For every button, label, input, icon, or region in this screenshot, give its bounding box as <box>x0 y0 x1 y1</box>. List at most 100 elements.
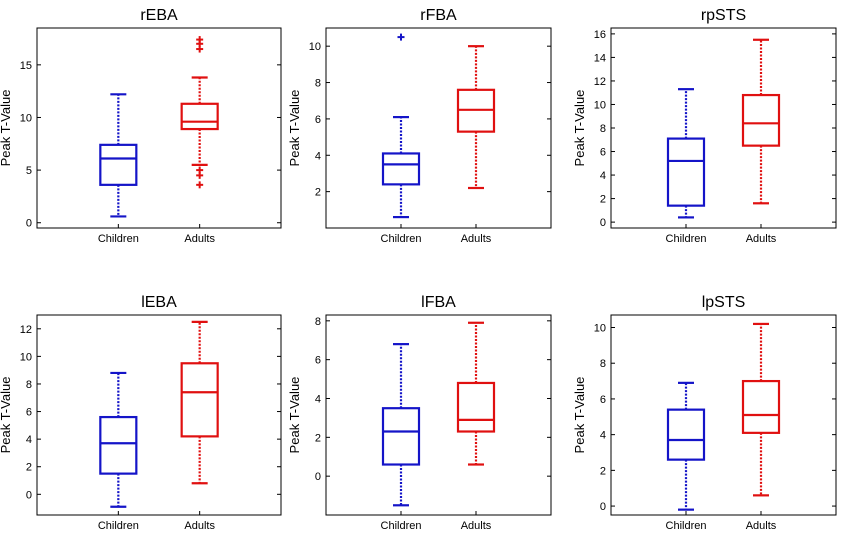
iqr-box <box>741 379 781 434</box>
plot-frame <box>36 314 282 516</box>
x-category-label: Adults <box>461 520 492 532</box>
chart-panel-rEBA: rEBA Peak T-Value 0 5 10 15 Children Adults <box>0 7 282 245</box>
y-tick-label: 6 <box>26 407 32 419</box>
x-category-label: Adults <box>746 233 777 245</box>
plot-frame <box>325 27 552 229</box>
x-category-label: Children <box>666 520 707 532</box>
y-tick-label: 2 <box>315 187 321 199</box>
iqr-box <box>180 362 219 438</box>
box-children <box>381 33 421 219</box>
y-axis-label: Peak T-Value <box>0 377 13 454</box>
chart-panel-lpSTS: lpSTS Peak T-Value 0 2 4 6 8 10 Children Adults <box>572 294 837 532</box>
x-category-label: Children <box>98 520 139 532</box>
chart-title: lFBA <box>421 294 456 311</box>
x-category-label: Children <box>381 233 422 245</box>
y-tick-label: 10 <box>309 41 321 53</box>
outlier-marker <box>397 33 405 41</box>
iqr-box <box>741 93 781 147</box>
y-tick-label: 8 <box>600 358 606 370</box>
box-children <box>666 381 706 511</box>
y-tick-label: 14 <box>594 52 606 64</box>
y-tick-label: 4 <box>26 434 32 446</box>
chart-panel-lEBA: lEBA Peak T-Value 0 2 4 6 8 10 12 Children Adults <box>0 294 282 532</box>
iqr-box <box>99 415 138 475</box>
iqr-box <box>99 143 138 186</box>
plot-frame <box>610 27 837 229</box>
box-children <box>381 343 421 507</box>
y-axis-label: Peak T-Value <box>287 377 302 454</box>
y-tick-label: 2 <box>600 194 606 206</box>
iqr-box <box>180 102 219 131</box>
y-tick-label: 4 <box>600 430 606 442</box>
y-axis-label: Peak T-Value <box>572 90 587 167</box>
box-children <box>99 93 138 218</box>
y-tick-label: 15 <box>20 60 32 72</box>
y-tick-label: 4 <box>600 170 606 182</box>
x-category-label: Children <box>666 233 707 245</box>
plot-frame <box>325 314 552 516</box>
x-category-label: Adults <box>746 520 777 532</box>
box-adults <box>180 320 219 485</box>
box-adults <box>180 36 219 189</box>
y-tick-label: 2 <box>315 432 321 444</box>
outlier-marker <box>196 166 204 174</box>
y-tick-label: 16 <box>594 29 606 41</box>
y-tick-label: 5 <box>26 165 32 177</box>
chart-title: lEBA <box>141 294 177 311</box>
outlier-marker <box>196 181 204 189</box>
y-tick-label: 6 <box>315 355 321 367</box>
y-axis-label: Peak T-Value <box>0 90 13 167</box>
x-category-label: Children <box>381 520 422 532</box>
y-tick-label: 2 <box>600 465 606 477</box>
y-tick-label: 0 <box>26 218 32 230</box>
y-tick-label: 2 <box>26 462 32 474</box>
x-category-label: Adults <box>461 233 492 245</box>
chart-title: rpSTS <box>701 7 746 24</box>
x-category-label: Adults <box>184 233 215 245</box>
y-tick-label: 0 <box>600 501 606 513</box>
y-tick-label: 8 <box>26 379 32 391</box>
y-tick-label: 8 <box>315 78 321 90</box>
x-category-label: Children <box>98 233 139 245</box>
box-adults <box>741 38 781 205</box>
plot-frame <box>610 314 837 516</box>
box-adults <box>456 321 496 466</box>
chart-title: lpSTS <box>702 294 746 311</box>
outlier-marker <box>196 36 204 44</box>
y-axis-label: Peak T-Value <box>287 90 302 167</box>
y-tick-label: 6 <box>600 394 606 406</box>
y-tick-label: 8 <box>600 123 606 135</box>
x-category-label: Adults <box>184 520 215 532</box>
iqr-box <box>456 381 496 433</box>
y-tick-label: 12 <box>594 76 606 88</box>
y-tick-label: 8 <box>315 316 321 328</box>
y-tick-label: 0 <box>600 217 606 229</box>
plot-frame <box>36 27 282 229</box>
chart-title: rFBA <box>420 7 457 24</box>
iqr-box <box>381 152 421 186</box>
chart-panel-rFBA: rFBA Peak T-Value 2 4 6 8 10 Children Adults <box>287 7 552 245</box>
box-adults <box>741 322 781 497</box>
y-tick-label: 10 <box>594 99 606 111</box>
y-tick-label: 6 <box>600 147 606 159</box>
y-tick-label: 0 <box>26 489 32 501</box>
y-tick-label: 10 <box>20 351 32 363</box>
iqr-box <box>381 407 421 466</box>
y-tick-label: 10 <box>594 323 606 335</box>
y-tick-label: 4 <box>315 150 321 162</box>
box-adults <box>456 45 496 190</box>
chart-title: rEBA <box>140 7 178 24</box>
iqr-box <box>666 408 706 461</box>
y-tick-label: 4 <box>315 393 321 405</box>
y-tick-label: 6 <box>315 114 321 126</box>
box-children <box>99 371 138 508</box>
chart-panel-rpSTS: rpSTS Peak T-Value 0 2 4 6 8 10 12 14 16 Children Ad… <box>572 7 837 245</box>
chart-panel-lFBA: lFBA Peak T-Value 0 2 4 6 8 Children Adults <box>287 294 552 532</box>
y-axis-label: Peak T-Value <box>572 377 587 454</box>
box-children <box>666 88 706 219</box>
iqr-box <box>666 137 706 207</box>
y-tick-label: 0 <box>315 471 321 483</box>
y-tick-label: 12 <box>20 324 32 336</box>
